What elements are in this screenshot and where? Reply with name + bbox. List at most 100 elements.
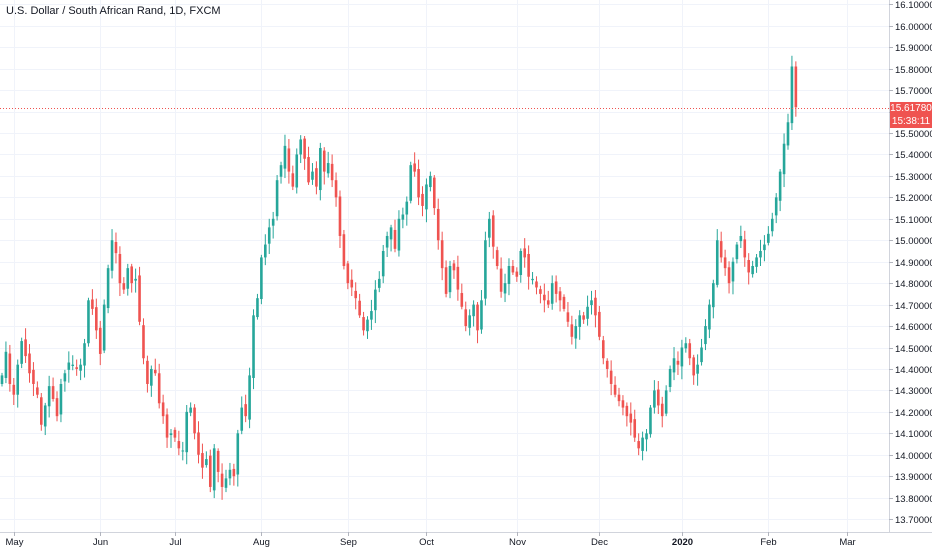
candle [700, 338, 703, 366]
candle-body [240, 407, 244, 431]
candle [433, 175, 436, 215]
x-tick-label: Oct [419, 537, 434, 548]
candle-body [511, 266, 515, 273]
candle-body [440, 240, 444, 269]
y-tick-label: 14.60000 [895, 322, 932, 333]
candle-body [283, 145, 287, 169]
candle-body [134, 278, 137, 281]
candle [51, 377, 55, 402]
candle-body [374, 289, 377, 311]
candle [519, 248, 523, 283]
candle [550, 275, 554, 310]
candle [240, 396, 244, 435]
candle-body [205, 459, 208, 466]
candle [735, 241, 739, 264]
candle [126, 263, 130, 296]
candle [279, 161, 283, 184]
candle [146, 355, 149, 393]
candle [165, 408, 169, 448]
candle [440, 231, 444, 281]
candle [688, 338, 692, 366]
candle-body [574, 326, 578, 339]
candle-body [582, 315, 585, 320]
candle [743, 230, 747, 267]
candle-body [181, 450, 185, 452]
candle [598, 305, 601, 341]
candle-body [8, 353, 12, 384]
candle [464, 301, 468, 332]
candle [609, 360, 613, 396]
candle [499, 257, 503, 298]
candle [47, 375, 51, 418]
candle-body [79, 364, 82, 371]
candle-body [315, 168, 318, 187]
candle-body [138, 275, 141, 322]
candle-body [63, 373, 67, 382]
candle [299, 135, 302, 164]
candle-body [472, 304, 475, 317]
candle [625, 402, 629, 427]
candle-body [731, 261, 735, 282]
candle [83, 338, 86, 378]
candle-body [660, 403, 664, 417]
candle [731, 257, 735, 295]
candle [708, 299, 711, 339]
candle [786, 113, 790, 150]
candle [189, 402, 192, 417]
candle-body [664, 390, 668, 414]
candle-body [385, 235, 389, 248]
candle-body [684, 343, 688, 349]
candle-body [299, 139, 302, 155]
candle-body [578, 315, 582, 327]
candle [401, 207, 405, 229]
candle [157, 363, 161, 409]
candle [452, 259, 456, 279]
y-tick-label: 14.10000 [895, 429, 932, 440]
y-tick-label: 14.00000 [895, 451, 932, 462]
candle-body [468, 315, 471, 328]
candle-body [267, 227, 271, 244]
candle [311, 163, 314, 185]
candle-body [71, 364, 75, 366]
candle-body [696, 364, 699, 374]
candle-body [4, 351, 8, 378]
candle-body [377, 278, 381, 288]
candle [523, 238, 526, 268]
candle-body [106, 268, 110, 309]
candle-body [220, 473, 224, 487]
candle [531, 272, 534, 285]
candle [594, 290, 597, 328]
candle [71, 355, 75, 371]
candle [507, 258, 511, 296]
candle-body [307, 157, 310, 183]
candle-body [625, 405, 629, 417]
candle-body [55, 398, 59, 417]
candle [224, 469, 228, 493]
candle [252, 309, 255, 390]
candle-body [692, 357, 695, 376]
price-axis[interactable]: 13.70000 13.80000 13.90000 14.00000 14.10000… [889, 0, 932, 526]
time-axis[interactable]: May Jun Jul Aug Sep Oct Nov Dec 2020 Feb Mar [6, 532, 856, 548]
candle [515, 267, 519, 282]
candle-body [759, 250, 762, 258]
candle [114, 232, 118, 264]
candle-body [700, 347, 703, 363]
candle-body [613, 384, 617, 395]
candle [782, 133, 786, 188]
candle [342, 229, 346, 270]
candle [169, 429, 173, 448]
candle [36, 381, 39, 399]
candle [488, 211, 491, 248]
candle-body [519, 250, 523, 276]
candle [75, 359, 78, 376]
candle-body [448, 266, 452, 293]
candle-body [712, 283, 715, 308]
x-tick-label: Feb [760, 537, 776, 548]
candle [480, 290, 483, 334]
candle [554, 275, 558, 303]
x-tick-label: Jul [169, 537, 181, 548]
candle-body [193, 407, 196, 434]
candle-body [546, 300, 550, 305]
